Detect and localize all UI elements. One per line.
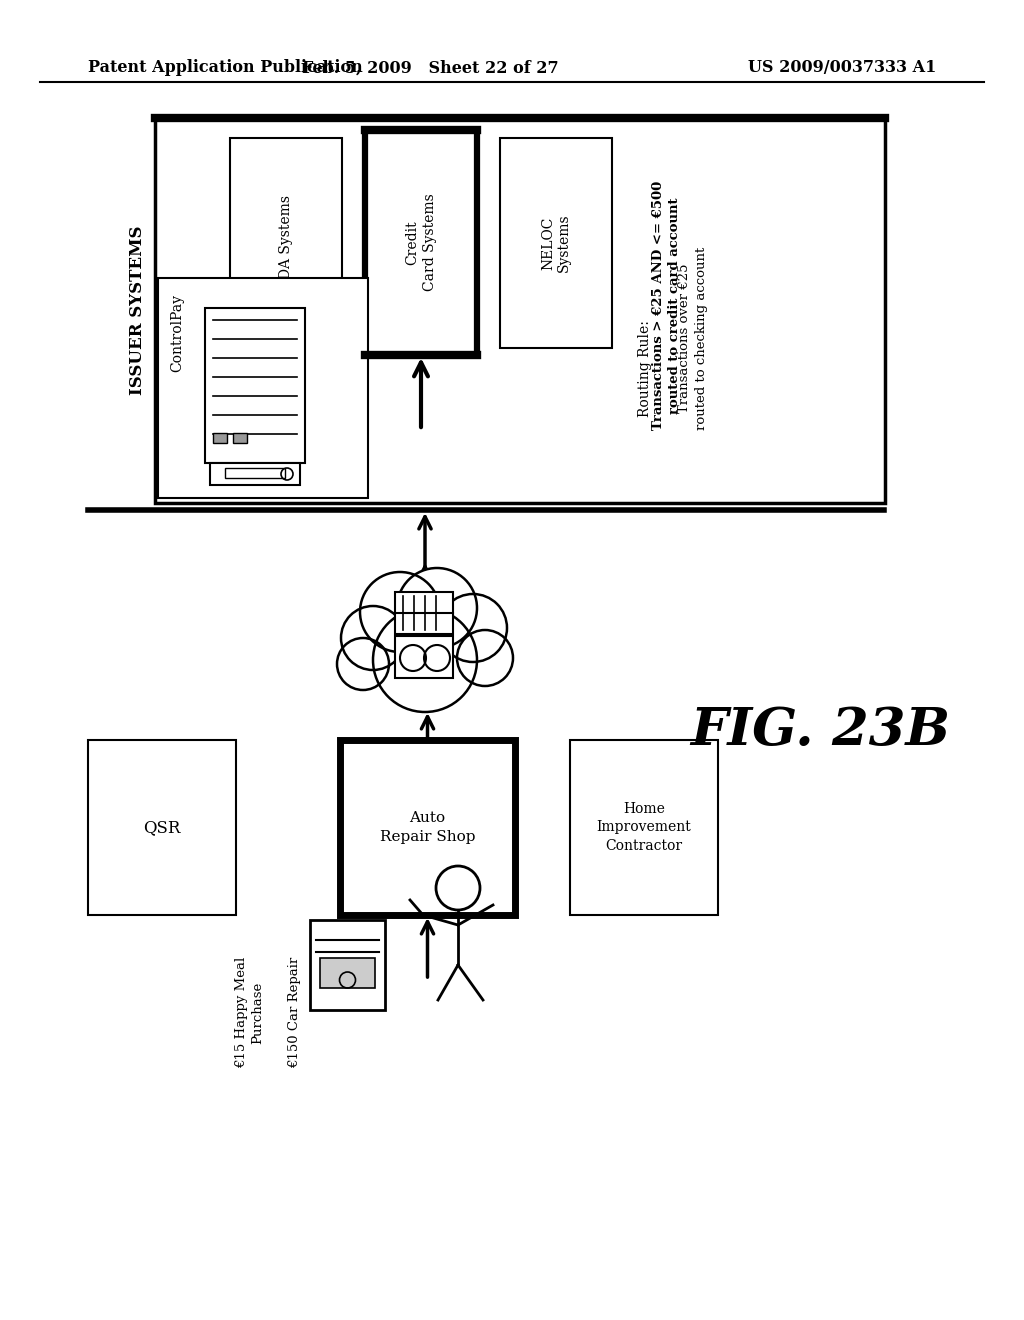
Circle shape xyxy=(397,568,477,648)
Circle shape xyxy=(373,609,477,711)
Circle shape xyxy=(457,630,513,686)
Circle shape xyxy=(341,606,406,671)
Text: ControlPay: ControlPay xyxy=(170,294,184,372)
Text: FIG. 23B: FIG. 23B xyxy=(690,705,950,755)
Circle shape xyxy=(439,594,507,663)
Bar xyxy=(570,741,718,915)
Bar xyxy=(233,433,247,444)
Bar xyxy=(340,741,515,915)
Text: Feb. 5, 2009   Sheet 22 of 27: Feb. 5, 2009 Sheet 22 of 27 xyxy=(302,59,558,77)
Text: Transactions over €25
routed to checking account: Transactions over €25 routed to checking… xyxy=(679,247,708,430)
Bar xyxy=(395,591,453,634)
Text: Routing Rule:: Routing Rule: xyxy=(638,319,652,417)
Bar xyxy=(210,463,300,484)
Bar xyxy=(319,958,375,987)
Text: NELOC
Systems: NELOC Systems xyxy=(541,214,571,272)
Bar xyxy=(500,139,612,348)
Bar xyxy=(155,117,885,503)
Bar xyxy=(365,129,477,355)
Text: Transactions > €25 AND <= €500
routed to credit card account: Transactions > €25 AND <= €500 routed to… xyxy=(651,181,681,430)
Circle shape xyxy=(360,572,440,652)
Bar xyxy=(225,469,285,478)
Text: €150 Car Repair: €150 Car Repair xyxy=(289,957,301,1068)
Bar xyxy=(205,308,305,463)
Text: QSR: QSR xyxy=(143,818,180,836)
Bar xyxy=(158,279,368,498)
Circle shape xyxy=(337,638,389,690)
Text: US 2009/0037333 A1: US 2009/0037333 A1 xyxy=(748,59,936,77)
Bar xyxy=(88,741,236,915)
Bar xyxy=(310,920,385,1010)
Text: ISSUER SYSTEMS: ISSUER SYSTEMS xyxy=(128,226,145,395)
Bar xyxy=(230,139,342,348)
Text: DDA Systems: DDA Systems xyxy=(279,195,293,290)
Text: Patent Application Publication: Patent Application Publication xyxy=(88,59,362,77)
Text: €15 Happy Meal
Purchase: €15 Happy Meal Purchase xyxy=(236,957,264,1068)
Text: Home
Improvement
Contractor: Home Improvement Contractor xyxy=(597,803,691,853)
Text: Credit
Card Systems: Credit Card Systems xyxy=(406,194,436,292)
Bar xyxy=(395,636,453,678)
Text: Auto
Repair Shop: Auto Repair Shop xyxy=(380,810,475,845)
Bar xyxy=(213,433,227,444)
